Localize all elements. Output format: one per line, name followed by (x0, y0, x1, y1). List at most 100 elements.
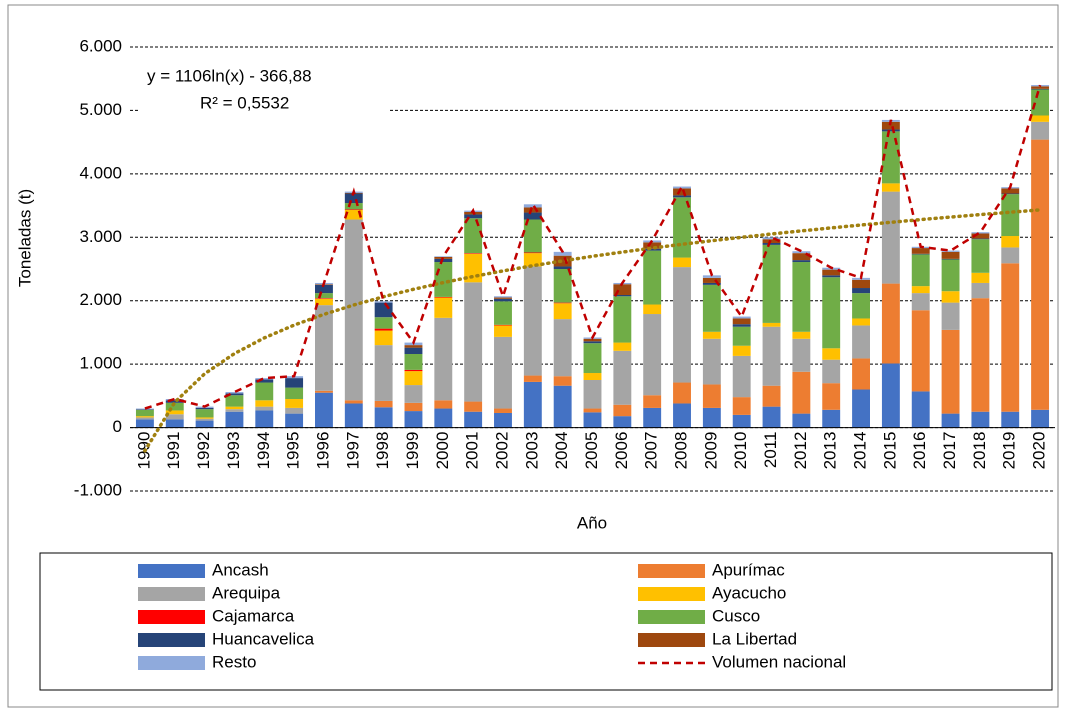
bar-segment (881, 363, 900, 428)
bar-segment (971, 238, 990, 240)
x-tick-label: 2015 (880, 432, 899, 470)
bar-segment (643, 304, 662, 315)
bar-segment (971, 272, 990, 283)
bar-segment (315, 298, 333, 299)
bar-segment (195, 420, 214, 428)
bar-segment (494, 412, 512, 428)
bar-segment (583, 343, 602, 374)
bar-segment (344, 210, 363, 220)
x-tick-label: 1992 (194, 432, 213, 470)
bar-segment (344, 209, 363, 211)
bar-segment (523, 375, 542, 382)
bar-segment (255, 378, 274, 380)
national-line (144, 84, 1042, 410)
bar-segment (523, 212, 542, 220)
bar-segment (941, 413, 960, 428)
x-axis-title: Año (577, 513, 607, 532)
x-tick-label: 2020 (1030, 432, 1049, 470)
x-tick-label: 2016 (910, 432, 929, 470)
bar-segment (941, 251, 960, 259)
bar-segment (434, 256, 453, 257)
bar-segment (195, 417, 214, 419)
x-tick-label: 2014 (851, 432, 870, 470)
bar-segment (225, 392, 244, 394)
bar-segment (792, 371, 811, 414)
bar-segment (553, 376, 572, 386)
bar-segment (494, 298, 512, 302)
bar-segment (613, 404, 632, 417)
bar-segment (643, 407, 662, 428)
bar-segment (404, 347, 423, 354)
bar-segment (434, 258, 453, 263)
bar-segment (494, 301, 512, 325)
y-axis-title: Toneladas (t) (15, 189, 34, 287)
legend-label: Cusco (712, 606, 760, 625)
bar-segment (852, 288, 870, 294)
bar-segment (285, 378, 304, 388)
bar-segment (911, 391, 930, 428)
x-tick-label: 2005 (582, 432, 601, 470)
bar-segment (344, 203, 363, 210)
bar-segment (404, 369, 423, 372)
legend-label: Ancash (212, 560, 269, 579)
bar-segment (1031, 86, 1050, 89)
bar-segment (553, 266, 572, 269)
bar-segment (702, 284, 721, 332)
bar-segment (255, 410, 274, 428)
bar-segment (494, 408, 512, 413)
bar-segment (374, 301, 393, 303)
bar-segment (852, 279, 870, 289)
bar-segment (643, 242, 662, 249)
bar-segment (702, 338, 721, 385)
y-tick-label: 6.000 (79, 36, 122, 55)
bar-segment (553, 269, 572, 303)
bar-segment (732, 326, 751, 346)
bar-segment (941, 259, 960, 292)
bar-segment (1031, 89, 1050, 116)
bar-segment (911, 254, 930, 287)
bar-segment (523, 219, 542, 253)
legend-swatch (138, 610, 205, 624)
bar-segment (434, 317, 453, 401)
bar-segment (374, 330, 393, 346)
bar-segment (941, 258, 960, 260)
bar-segment (195, 418, 214, 421)
bar-segment (135, 409, 154, 410)
bar-segment (583, 373, 602, 380)
bar-segment (852, 293, 870, 319)
bar-segment (702, 384, 721, 408)
bar-segment (822, 409, 841, 428)
y-tick-label: 2.000 (79, 290, 122, 309)
bar-segment (494, 296, 512, 298)
bar-segment (1031, 409, 1050, 428)
bar-segment (344, 403, 363, 428)
x-tick-label: 2018 (970, 432, 989, 470)
bar-segment (523, 381, 542, 428)
bar-segment (941, 302, 960, 330)
bar-segment (911, 293, 930, 311)
bar-segment (404, 402, 423, 412)
bar-segment (792, 262, 811, 332)
bar-segment (1001, 236, 1020, 248)
y-tick-label: 0 (113, 417, 122, 436)
bar-segment (315, 298, 333, 306)
trend-r2: R² = 0,5532 (200, 93, 289, 112)
bar-segment (165, 402, 184, 411)
bar-segment (852, 358, 870, 390)
x-tick-label: 2012 (791, 432, 810, 470)
bar-segment (344, 400, 363, 404)
bar-segment (285, 399, 304, 408)
x-tick-label: 2019 (1000, 432, 1019, 470)
bar-segment (822, 275, 841, 278)
legend-swatch (138, 587, 205, 601)
bar-segment (673, 382, 691, 404)
bar-segment (344, 193, 363, 204)
bar-segment (941, 329, 960, 414)
bar-segment (613, 350, 632, 405)
bar-segment (822, 277, 841, 349)
bar-segment (971, 239, 990, 273)
bar-segment (494, 325, 512, 337)
bar-segment (881, 121, 900, 130)
bar-segment (673, 188, 691, 196)
